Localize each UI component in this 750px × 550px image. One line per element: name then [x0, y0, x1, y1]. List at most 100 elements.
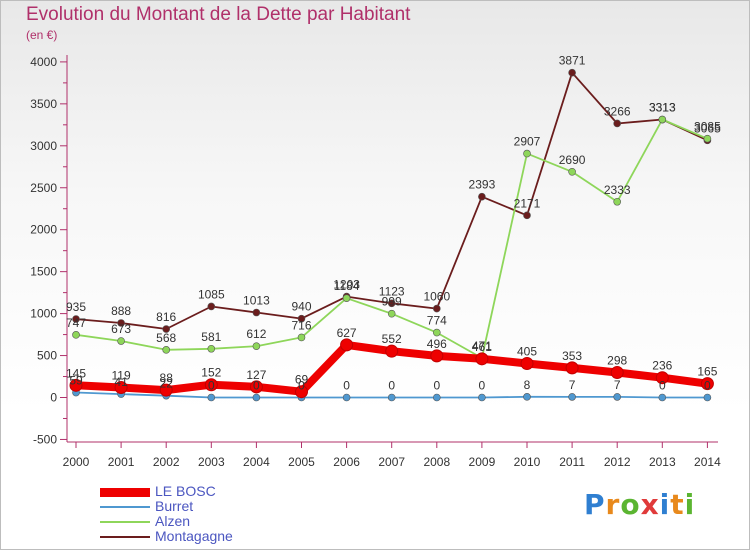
data-point	[72, 331, 80, 339]
data-label: 461	[472, 340, 492, 354]
data-point	[655, 371, 669, 385]
data-point	[252, 308, 261, 317]
data-label: 0	[298, 379, 305, 393]
data-label: 405	[517, 345, 537, 359]
x-tick-label: 2010	[514, 455, 541, 469]
data-point	[72, 315, 80, 323]
data-point	[432, 304, 441, 313]
data-label: 59	[69, 374, 83, 388]
x-tick-label: 2009	[469, 455, 496, 469]
data-point	[520, 357, 534, 371]
data-point	[342, 393, 351, 402]
data-point	[523, 211, 531, 220]
legend-swatch	[100, 536, 150, 538]
x-tick-label: 2002	[153, 455, 180, 469]
data-label: 2690	[559, 153, 586, 167]
data-label: 747	[66, 316, 86, 330]
data-point	[252, 393, 261, 402]
y-tick-label: 1500	[30, 265, 57, 279]
data-label: 568	[156, 331, 176, 345]
data-point	[658, 393, 667, 402]
y-tick-label: 500	[37, 349, 57, 363]
data-label: 627	[337, 326, 357, 340]
x-tick-label: 2000	[63, 455, 90, 469]
data-label: 353	[562, 349, 582, 363]
legend-label: Alzen	[155, 513, 191, 529]
data-point	[387, 393, 396, 402]
data-point	[387, 299, 396, 308]
data-label: 999	[382, 295, 402, 309]
data-point	[162, 346, 170, 354]
data-label: 88	[160, 371, 174, 385]
y-tick-label: 3500	[30, 97, 57, 111]
data-point	[385, 344, 399, 358]
data-point	[117, 337, 125, 345]
data-label: 471	[472, 339, 492, 353]
y-tick-label: 0	[50, 391, 57, 405]
x-tick-label: 2011	[559, 455, 585, 469]
data-point	[162, 325, 170, 333]
x-tick-label: 2003	[198, 455, 225, 469]
y-tick-label: 2500	[30, 181, 57, 195]
data-point	[475, 352, 489, 366]
data-point	[204, 378, 218, 392]
data-point	[207, 393, 216, 402]
legend-label: LE BOSC	[155, 483, 216, 499]
legend-label: Burret	[155, 498, 194, 514]
data-label: 3313	[649, 101, 676, 115]
data-point	[342, 294, 351, 302]
data-label: 236	[652, 359, 672, 373]
data-point	[159, 383, 173, 397]
data-point	[340, 338, 354, 352]
data-label: 41	[114, 375, 128, 389]
data-label: 0	[343, 379, 350, 393]
data-point	[207, 302, 216, 311]
data-label: 119	[112, 369, 131, 383]
legend-swatch	[100, 521, 150, 523]
data-label: 0	[659, 379, 666, 393]
axes: -500 0 500 1000 1500 2000 2500 3000 3500 4000 2000…	[30, 55, 721, 469]
data-label: 2171	[514, 196, 541, 210]
x-tick-label: 2007	[378, 455, 405, 469]
series-points	[69, 68, 714, 402]
data-label: 8	[524, 378, 531, 392]
proxiti-logo: Proxiti	[584, 488, 696, 521]
data-label: 7	[569, 378, 576, 392]
data-label: 0	[253, 379, 260, 393]
data-label: 3085	[694, 120, 721, 134]
data-label: 888	[111, 304, 131, 318]
x-tick-label: 2004	[243, 455, 270, 469]
data-label: 1184	[334, 279, 360, 293]
data-label: 2393	[469, 178, 496, 192]
y-tick-label: 1000	[30, 307, 57, 321]
x-tick-label: 2001	[108, 455, 135, 469]
x-tick-label: 2008	[423, 455, 450, 469]
data-point	[478, 393, 486, 402]
data-label: 127	[246, 368, 266, 382]
data-point	[249, 380, 263, 394]
data-label: 3313	[649, 101, 676, 115]
data-label: 581	[201, 330, 221, 344]
x-tick-label: 2014	[694, 455, 721, 469]
data-point	[613, 119, 622, 128]
data-point	[297, 333, 306, 342]
x-tick-label: 2013	[649, 455, 676, 469]
data-label: 612	[246, 327, 266, 341]
data-label: 298	[607, 353, 627, 367]
unit-label: (en €)	[26, 28, 58, 42]
data-label: 552	[382, 332, 402, 346]
y-tick-label: 3000	[30, 139, 57, 153]
data-point	[703, 393, 712, 402]
data-label: 1123	[379, 284, 405, 298]
data-point	[613, 393, 622, 401]
y-tick-label: 2000	[30, 223, 57, 237]
data-label: 0	[388, 379, 395, 393]
data-point	[69, 378, 83, 392]
data-point	[610, 365, 624, 379]
data-point	[207, 344, 216, 353]
data-point	[387, 309, 396, 318]
data-label: 7	[614, 378, 621, 392]
data-label: 3266	[604, 104, 631, 118]
